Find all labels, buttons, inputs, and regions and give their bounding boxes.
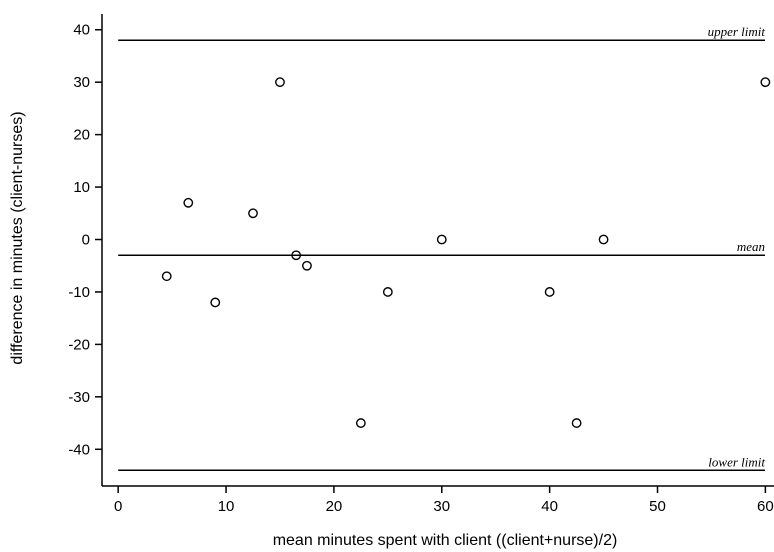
data-point	[598, 234, 609, 245]
data-point	[275, 77, 285, 88]
data-point	[436, 234, 447, 245]
data-point	[355, 418, 366, 428]
y-axis-ticks: 40 30 20 10 0 -10 -20 -30 -40	[68, 22, 102, 458]
x-tick-label: 10	[218, 498, 235, 515]
y-tick-label: -40	[68, 441, 90, 458]
x-axis-title: mean minutes spent with client ((client+…	[273, 532, 618, 549]
data-point	[760, 77, 771, 88]
data-point	[382, 287, 393, 297]
data-point	[210, 297, 221, 308]
lower-limit-label: lower limit	[708, 454, 765, 469]
data-point	[248, 208, 258, 219]
x-tick-label: 0	[114, 498, 122, 515]
y-tick-label: 30	[73, 74, 90, 91]
y-tick-label: -30	[68, 389, 90, 406]
plot-frame	[101, 14, 774, 487]
x-tick-label: 50	[649, 498, 666, 515]
mean-label: mean	[737, 239, 765, 254]
reference-lines: upper limit mean lower limit	[118, 24, 766, 472]
data-point	[161, 271, 172, 282]
data-point	[544, 287, 555, 297]
y-tick-label: 10	[73, 179, 90, 196]
y-tick-label: -10	[68, 284, 90, 301]
x-tick-label: 30	[433, 498, 450, 515]
y-tick-label: 0	[82, 232, 90, 249]
x-tick-label: 40	[541, 498, 558, 515]
y-tick-label: 40	[73, 22, 90, 39]
x-axis-ticks: 0 10 20 30 40 50 60	[114, 486, 774, 515]
x-tick-label: 60	[757, 498, 774, 515]
data-points	[161, 77, 771, 428]
y-axis-title: difference in minutes (client-nurses)	[9, 111, 26, 364]
data-point	[291, 250, 302, 261]
y-tick-label: 20	[73, 127, 90, 144]
upper-limit-label: upper limit	[708, 24, 766, 39]
data-point	[183, 197, 194, 208]
data-point	[571, 418, 582, 428]
x-tick-label: 20	[326, 498, 343, 515]
data-point	[302, 260, 312, 271]
y-tick-label: -20	[68, 336, 90, 353]
